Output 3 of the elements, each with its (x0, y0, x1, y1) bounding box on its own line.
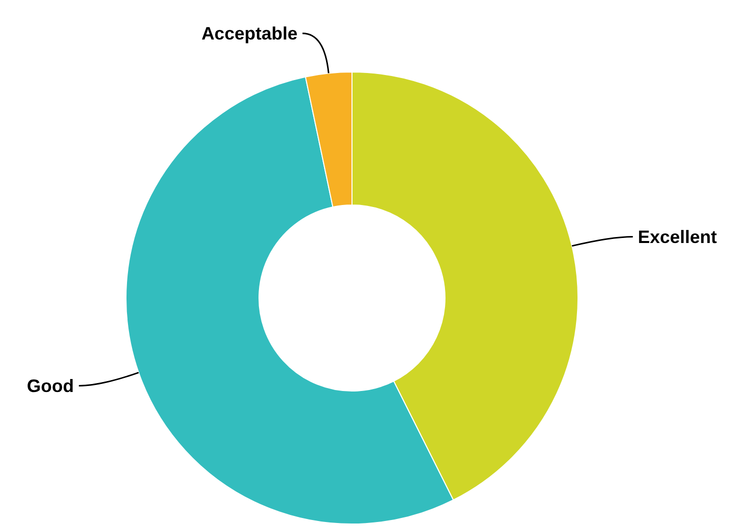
slice-label: Good (26, 376, 74, 396)
slice-label: Excellent (638, 227, 717, 248)
slice-label: Acceptable (201, 24, 298, 44)
